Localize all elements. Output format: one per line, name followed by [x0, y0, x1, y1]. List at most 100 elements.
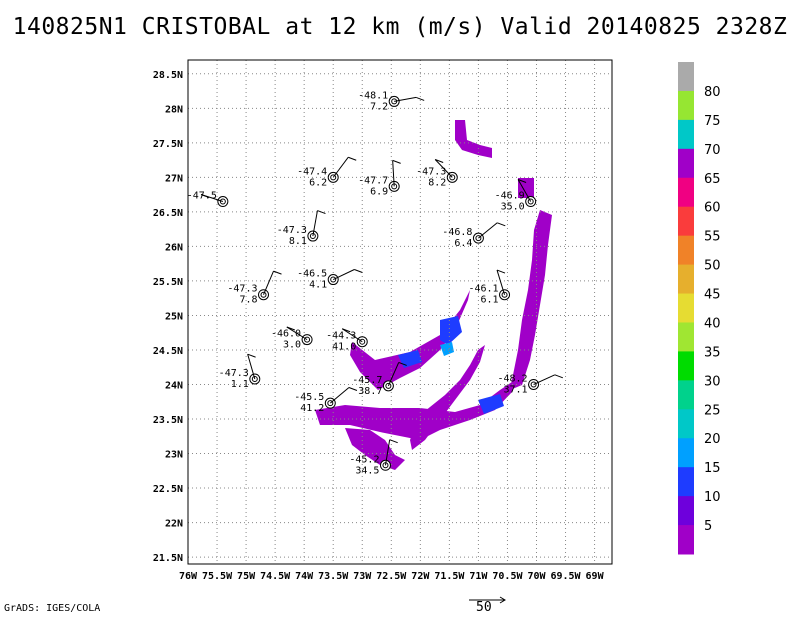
colorbar-segment	[678, 351, 694, 381]
observation-speed: 7.8	[239, 295, 257, 306]
colorbar-label: 15	[704, 461, 721, 476]
observation-temp: -45.7	[352, 375, 382, 386]
colorbar-label: 35	[704, 345, 721, 360]
x-tick-label: 70W	[527, 571, 546, 582]
observation-speed: 38.7	[358, 386, 382, 397]
colorbar-label: 70	[704, 143, 721, 158]
y-tick-label: 28.5N	[153, 70, 183, 81]
grid-lines	[187, 60, 612, 564]
observation-point: -45.541.2	[294, 387, 358, 414]
observation-speed: 6.9	[370, 186, 388, 197]
colorbar-segment	[678, 90, 694, 121]
observation-temp: -46.1	[468, 284, 498, 295]
observation-point: -44.341.0	[326, 328, 368, 353]
swath-patch	[440, 342, 454, 356]
colorbar-segment	[678, 119, 694, 150]
observation-temp: -47.7	[358, 175, 388, 186]
y-tick-label: 24.5N	[153, 346, 183, 357]
x-tick-label: 69W	[586, 571, 605, 582]
observation-temp: -47.3	[219, 368, 249, 379]
x-axis: 76W 75.5W 75W 74.5W 74W 73.5W 73W 72.5W 72W 71.5W…	[179, 571, 605, 582]
wind-scale-arrow	[469, 596, 506, 604]
swath-patch	[350, 290, 470, 390]
swath-patch	[518, 178, 534, 198]
colorbar-segment	[678, 496, 694, 526]
observations: -48.17.2-47.46.2 -47.76.9-47.38.2-47.5 -46…	[187, 90, 564, 476]
observation-speed: 37.1	[503, 384, 527, 395]
observation-speed: 1.1	[231, 379, 249, 390]
observation-temp: -48.1	[358, 90, 388, 101]
observation-speed: 3.0	[283, 340, 301, 351]
observation-temp: -46.9	[495, 191, 525, 202]
y-tick-label: 22N	[165, 519, 183, 530]
colorbar-segment	[678, 62, 694, 92]
x-tick-label: 74W	[295, 571, 314, 582]
observation-temp: -45.5	[294, 392, 324, 403]
colorbar-label: 30	[704, 374, 721, 389]
x-tick-label: 71W	[469, 571, 488, 582]
x-tick-label: 75.5W	[202, 571, 233, 582]
observation-speed: 6.2	[309, 177, 327, 188]
x-tick-label: 69.5W	[550, 571, 581, 582]
y-tick-label: 27.5N	[153, 139, 183, 150]
colorbar-label: 65	[704, 172, 721, 187]
colorbar-label: 20	[704, 432, 721, 447]
colorbar-segment	[678, 264, 694, 295]
y-tick-label: 28N	[165, 104, 183, 115]
y-tick-label: 26N	[165, 242, 183, 253]
colorbar-label: 5	[704, 519, 712, 534]
observation-point: -47.31.1	[219, 353, 261, 390]
colorbar-segment	[678, 380, 694, 410]
observation-point: -47.5	[187, 191, 229, 208]
observation-speed: 7.2	[370, 101, 388, 112]
colorbar-segment	[678, 467, 694, 497]
y-tick-label: 23.5N	[153, 415, 183, 426]
observation-temp: -47.3	[416, 166, 446, 177]
colorbar-label: 45	[704, 288, 721, 303]
observation-temp: -48.2	[497, 373, 527, 384]
x-tick-label: 72W	[411, 571, 430, 582]
colorbar-segment	[678, 525, 694, 555]
grads-credit: GrADS: IGES/COLA	[4, 603, 101, 614]
swath-patch	[410, 345, 485, 450]
observation-point: -46.54.1	[297, 269, 363, 291]
observation-point: -48.17.2	[358, 90, 425, 112]
colorbar-segment	[678, 438, 694, 468]
x-tick-label: 72.5W	[376, 571, 407, 582]
colorbar-label: 10	[704, 490, 721, 505]
swath-patch	[345, 428, 405, 470]
observation-speed: 8.1	[289, 236, 307, 247]
colorbar-label: 60	[704, 201, 721, 216]
observation-temp: -45.2	[349, 454, 379, 465]
observation-point: -47.76.9	[358, 159, 401, 197]
x-tick-label: 73W	[353, 571, 372, 582]
observation-point: -46.03.0	[271, 326, 313, 351]
x-tick-label: 74.5W	[260, 571, 291, 582]
observation-temp: -47.4	[297, 166, 327, 177]
x-tick-label: 71.5W	[434, 571, 465, 582]
observation-temp: -47.3	[227, 284, 257, 295]
observation-speed: 8.2	[428, 177, 446, 188]
observation-point: -47.46.2	[297, 156, 357, 188]
observation-point: -45.234.5	[349, 439, 398, 476]
observation-temp: -47.5	[187, 191, 217, 202]
colorbar-segment	[678, 409, 694, 439]
wind-scale-label: 50	[476, 600, 492, 615]
swath-patch	[455, 120, 492, 158]
observation-point: -47.37.8	[227, 270, 282, 306]
plot-frame	[187, 59, 613, 565]
observation-point: -47.38.1	[277, 210, 326, 247]
observation-speed: 41.0	[332, 342, 356, 353]
colorbar-segment	[678, 293, 694, 323]
observation-temp: -46.0	[271, 329, 301, 340]
y-tick-label: 22.5N	[153, 484, 183, 495]
colorbar-label: 40	[704, 316, 721, 331]
colorbar-label: 75	[704, 114, 721, 129]
colorbar-label: 80	[704, 85, 721, 100]
observation-speed: 6.1	[480, 295, 498, 306]
colorbar-label: 50	[704, 259, 721, 274]
y-tick-label: 25N	[165, 311, 183, 322]
y-tick-label: 25.5N	[153, 277, 183, 288]
y-tick-label: 27N	[165, 173, 183, 184]
